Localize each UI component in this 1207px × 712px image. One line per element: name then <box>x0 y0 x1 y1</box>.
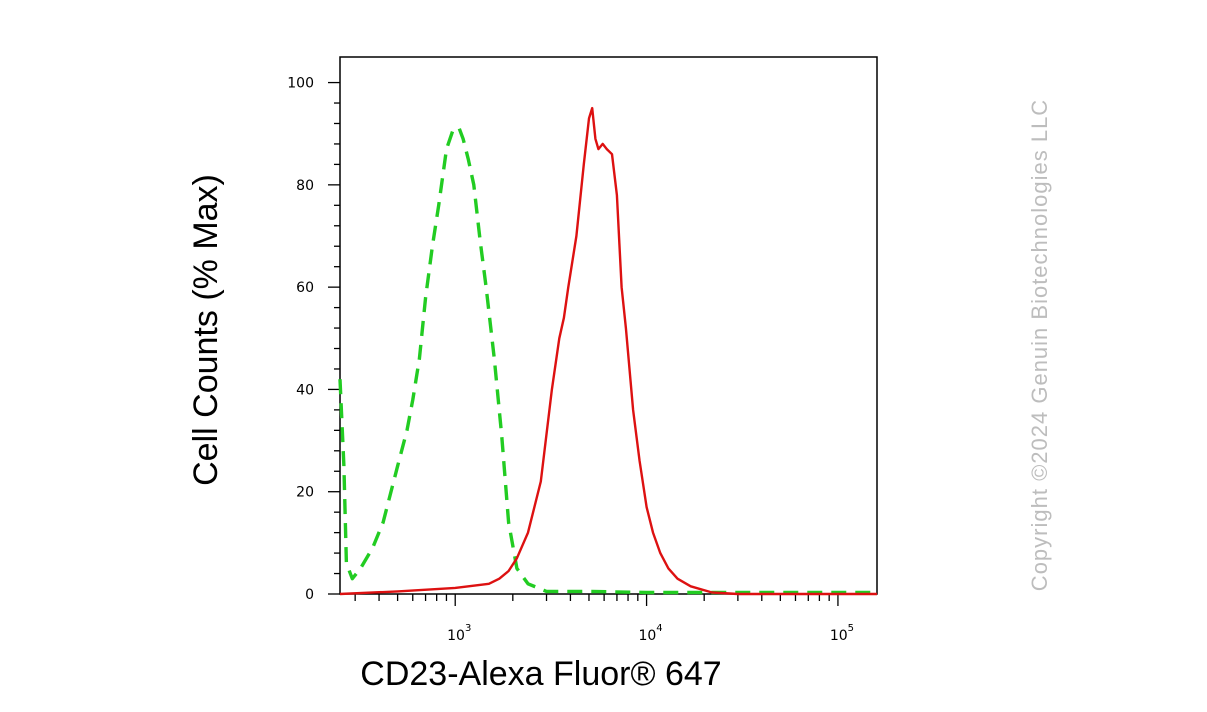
x-tick-exponent: 4 <box>656 623 662 634</box>
copyright-watermark: Copyright ©2024 Genuin Biotechnologies L… <box>1027 99 1052 591</box>
y-axis-label: Cell Counts (% Max) <box>187 174 225 486</box>
x-axis-label: CD23-Alexa Fluor® 647 <box>360 655 721 693</box>
y-tick-label: 80 <box>296 178 314 194</box>
y-tick-label: 40 <box>296 382 314 398</box>
x-tick-exponent: 3 <box>465 623 471 634</box>
plot-frame <box>339 56 878 595</box>
x-tick-label: 104 <box>638 623 662 644</box>
x-tick-label: 103 <box>447 623 471 644</box>
series-line-solid-red <box>339 106 877 596</box>
y-tick-label: 60 <box>296 280 314 296</box>
x-tick-label: 105 <box>830 623 854 644</box>
y-tick-label: 0 <box>305 587 314 603</box>
y-tick-label: 20 <box>296 485 314 501</box>
y-tick-label: 100 <box>287 76 314 92</box>
series-line-dashed-green <box>338 126 877 595</box>
x-tick-exponent: 5 <box>848 623 854 634</box>
